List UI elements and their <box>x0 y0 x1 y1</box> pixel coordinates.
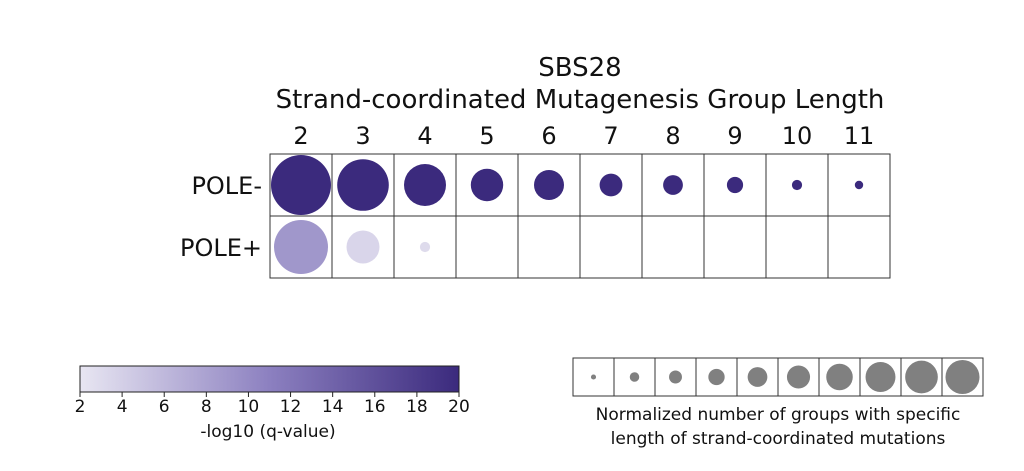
column-label: 8 <box>665 122 680 150</box>
size-legend-bubble <box>747 367 768 387</box>
grid-cell <box>579 215 643 279</box>
bubble <box>274 220 328 274</box>
size-legend-bubble <box>865 362 896 392</box>
colorbar-tick-label: 6 <box>159 397 170 417</box>
size-legend-bubble <box>945 360 980 394</box>
size-legend-bubble <box>590 374 597 380</box>
size-legend-bubble <box>826 363 853 391</box>
colorbar-tick-label: 18 <box>406 397 428 417</box>
size-legend-caption-line1: Normalized number of groups with specifi… <box>596 405 961 425</box>
colorbar-tick-label: 10 <box>238 397 260 417</box>
size-legend-bubble <box>629 372 640 382</box>
grid-cell <box>703 215 767 279</box>
size-legend-bubble <box>669 370 682 384</box>
size-legend <box>572 357 984 397</box>
colorbar-tick-label: 8 <box>201 397 212 417</box>
chart-subtitle: Strand-coordinated Mutagenesis Group Len… <box>276 85 885 115</box>
column-labels: 2 3 4 5 6 7 8 9 10 11 <box>293 122 874 150</box>
grid-cell <box>455 215 519 279</box>
bubble <box>337 159 389 211</box>
bubble <box>663 175 683 195</box>
grid-cell <box>765 215 829 279</box>
row-labels: POLE- POLE+ <box>180 172 262 262</box>
bubble <box>346 230 380 264</box>
size-legend-bubble <box>708 368 725 386</box>
bubble <box>534 170 564 200</box>
bubble <box>726 176 744 194</box>
size-legend-bubble <box>905 360 938 394</box>
bubbles <box>271 155 864 274</box>
colorbar-tick-label: 16 <box>364 397 386 417</box>
chart-title: SBS28 <box>538 53 621 83</box>
size-legend-bubble <box>786 365 811 389</box>
column-label: 5 <box>479 122 494 150</box>
column-label: 10 <box>782 122 813 150</box>
colorbar-tick-label: 2 <box>75 397 86 417</box>
colorbar-ticks: 2 4 6 8 10 12 14 16 18 20 <box>75 392 470 417</box>
grid-cell <box>827 215 891 279</box>
grid <box>269 153 891 279</box>
bubble <box>599 173 623 197</box>
grid-cell <box>641 215 705 279</box>
colorbar-tick-label: 14 <box>322 397 344 417</box>
size-legend-cell <box>941 357 984 397</box>
bubble <box>854 180 864 190</box>
colorbar-tick-label: 4 <box>117 397 128 417</box>
bubble <box>271 155 331 215</box>
bubble <box>419 241 431 253</box>
column-label: 2 <box>293 122 308 150</box>
row-label: POLE- <box>191 172 262 200</box>
column-label: 9 <box>727 122 742 150</box>
bubble <box>470 168 504 202</box>
column-label: 11 <box>844 122 875 150</box>
colorbar <box>79 365 460 393</box>
colorbar-label: -log10 (q-value) <box>200 422 335 442</box>
bubble <box>404 164 446 206</box>
column-label: 4 <box>417 122 432 150</box>
column-label: 7 <box>603 122 618 150</box>
grid-cell <box>517 215 581 279</box>
column-label: 6 <box>541 122 556 150</box>
bubble <box>791 179 803 191</box>
row-label: POLE+ <box>180 234 262 262</box>
size-legend-caption-line2: length of strand-coordinated mutations <box>611 429 946 449</box>
colorbar-tick-label: 12 <box>280 397 302 417</box>
colorbar-tick-label: 20 <box>448 397 470 417</box>
column-label: 3 <box>355 122 370 150</box>
